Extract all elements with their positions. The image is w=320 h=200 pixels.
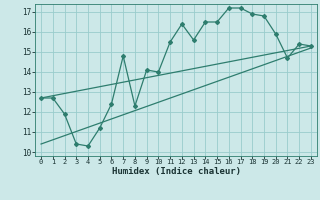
X-axis label: Humidex (Indice chaleur): Humidex (Indice chaleur): [111, 167, 241, 176]
